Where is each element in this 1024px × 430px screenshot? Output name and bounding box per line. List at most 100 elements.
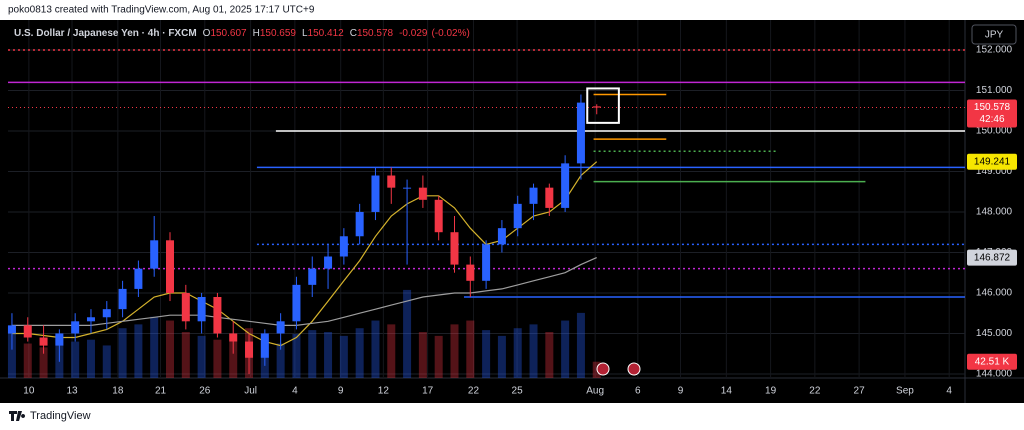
volume-tag (967, 353, 1017, 370)
volume-bar (23, 343, 32, 378)
x-tick-label: 27 (854, 386, 866, 397)
candle-body (497, 228, 506, 245)
volume-bar (418, 332, 427, 378)
price-tag (967, 153, 1017, 170)
candle-body (403, 187, 412, 189)
candle-body (418, 187, 427, 200)
candle-body (39, 337, 48, 346)
volume-bar (7, 332, 16, 378)
event-flag[interactable] (596, 362, 610, 376)
volume-bar (166, 320, 175, 378)
candle-body (434, 199, 443, 233)
candle-body (450, 232, 459, 265)
volume-bar (529, 324, 538, 378)
candle-body (561, 163, 570, 208)
volume-bar (229, 341, 238, 378)
bar-countdown: 42:46 (979, 114, 1004, 125)
volume-bar (403, 289, 412, 378)
volume-bar (197, 335, 206, 378)
currency-button[interactable] (971, 24, 1017, 45)
candle-body (576, 102, 585, 164)
candle-body (229, 333, 238, 342)
price-tag-label: 149.241 (974, 156, 1011, 167)
candle-body (260, 333, 269, 358)
candle-body (102, 309, 111, 318)
candle-body (387, 175, 396, 188)
ohlc-key: H (253, 28, 260, 39)
volume-bar (450, 324, 459, 378)
moving-average (12, 257, 597, 326)
x-tick-label: 14 (721, 386, 733, 397)
x-tick-label: 18 (112, 386, 124, 397)
candle-body (339, 236, 348, 257)
volume-bar (134, 324, 143, 378)
x-tick-label: Sep (896, 386, 914, 397)
price-tag (967, 249, 1017, 266)
candle-body (71, 321, 80, 334)
candle-body (118, 288, 127, 310)
candle-body (529, 187, 538, 204)
y-tick-label: 152.000 (976, 45, 1013, 56)
x-tick-label: 13 (66, 386, 78, 397)
candle-body (23, 325, 32, 338)
candle-body (213, 297, 222, 334)
x-tick-label: 25 (512, 386, 524, 397)
candle-body (513, 203, 522, 229)
symbol-legend: U.S. Dollar / Japanese Yen · 4h · FXCM O1… (14, 28, 470, 39)
candle-body (324, 256, 333, 269)
candle-body (545, 187, 554, 208)
volume-bar (466, 320, 475, 378)
event-flag[interactable] (627, 362, 641, 376)
candle-body (292, 284, 301, 322)
candle-body (7, 325, 16, 334)
x-tick-label: 9 (678, 386, 684, 397)
y-tick-label: 151.000 (976, 85, 1013, 96)
candle-body (276, 321, 285, 334)
price-tag-label: 150.578 (974, 102, 1011, 113)
volume-bar (213, 339, 222, 378)
x-tick-label: 19 (765, 386, 777, 397)
volume-bar (576, 312, 585, 378)
volume-bar (339, 335, 348, 378)
volume-bar (482, 330, 491, 378)
y-tick-label: 148.000 (976, 207, 1013, 218)
volume-bar (561, 320, 570, 378)
y-tick-label: 144.000 (976, 369, 1013, 380)
x-tick-label: 4 (292, 386, 298, 397)
volume-bar (86, 339, 95, 378)
x-tick-label: 9 (338, 386, 344, 397)
candle-body (181, 292, 190, 322)
volume-bar (513, 328, 522, 378)
candle-body (166, 240, 175, 293)
brand-name: TradingView (30, 410, 91, 422)
x-tick-label: 10 (23, 386, 35, 397)
x-tick-label: 12 (378, 386, 390, 397)
candle-body (134, 268, 143, 289)
axes: 144.000145.000146.000147.000148.000149.0… (23, 45, 1017, 397)
ohlc-value: 150.578 (357, 28, 394, 39)
volume-bar (324, 332, 333, 378)
currency-label: JPY (985, 30, 1004, 41)
y-tick-label: 149.000 (976, 166, 1013, 177)
volume-bar (39, 347, 48, 378)
candle-body (355, 211, 364, 237)
x-tick-label: 22 (809, 386, 821, 397)
event-icons (596, 362, 641, 376)
candle-body (308, 268, 317, 285)
ohlc-key: L (302, 28, 308, 39)
price-tag (967, 99, 1017, 128)
candle-body (55, 333, 64, 346)
x-tick-label: Jul (244, 386, 257, 397)
x-tick-label: 17 (422, 386, 434, 397)
y-tick-label: 150.000 (976, 126, 1013, 137)
candle-body (197, 297, 206, 322)
x-tick-label: 21 (155, 386, 167, 397)
y-tick-label: 146.000 (976, 288, 1013, 299)
volume-bar (181, 332, 190, 378)
volume-bar (355, 328, 364, 378)
volume-tag-label: 42.51 K (975, 356, 1010, 367)
candle-body (371, 175, 380, 212)
x-tick-label: 22 (468, 386, 480, 397)
volume-bar (102, 345, 111, 378)
